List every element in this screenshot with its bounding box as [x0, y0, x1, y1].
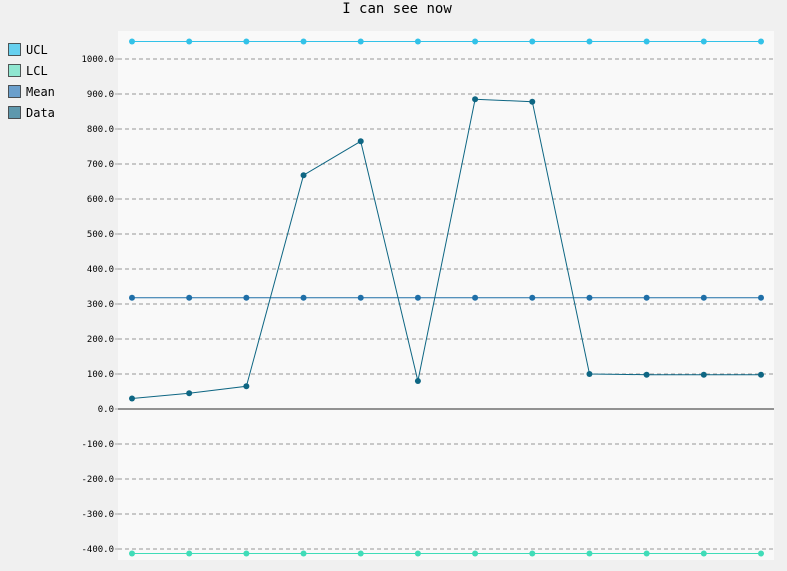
y-tick-label: 800.0: [87, 125, 114, 135]
y-tick-label: 100.0: [87, 370, 114, 380]
legend-label-ucl: UCL: [26, 43, 48, 57]
legend-swatch-mean: [8, 85, 21, 98]
data-point-lcl: [472, 550, 479, 557]
data-point-lcl: [758, 550, 764, 557]
data-point-data: [758, 371, 764, 378]
data-point-data: [300, 172, 307, 179]
legend: UCL LCL Mean Data: [8, 43, 55, 120]
y-tick-label: 600.0: [87, 195, 114, 205]
data-point-ucl: [472, 38, 479, 45]
data-point-ucl: [357, 38, 364, 45]
data-point-data: [243, 383, 250, 390]
legend-swatch-ucl: [8, 43, 21, 56]
data-point-data: [529, 98, 536, 105]
legend-label-lcl: LCL: [26, 64, 48, 78]
data-point-mean: [643, 294, 650, 301]
y-axis-ticks: -400.0 -300.0 -200.0 -100.0 0.0 100.0 200.0 300…: [81, 55, 118, 555]
data-point-data: [472, 96, 479, 103]
y-tick-label: -100.0: [81, 440, 114, 450]
data-point-data: [357, 138, 364, 145]
y-tick-label: -400.0: [81, 545, 114, 555]
data-point-mean: [357, 294, 364, 301]
plot-background: [118, 31, 774, 560]
data-point-data: [414, 378, 421, 384]
data-point-lcl: [414, 550, 421, 557]
y-tick-label: 500.0: [87, 230, 114, 240]
data-point-lcl: [129, 550, 135, 557]
data-point-ucl: [586, 38, 593, 45]
y-tick-label: 1000.0: [81, 55, 114, 65]
data-point-ucl: [643, 38, 650, 45]
data-point-data: [700, 371, 707, 378]
data-point-ucl: [700, 38, 707, 45]
y-tick-label: 300.0: [87, 300, 114, 310]
data-point-mean: [529, 294, 536, 301]
data-point-ucl: [414, 38, 421, 45]
y-tick-label: 400.0: [87, 265, 114, 275]
data-point-data: [186, 390, 193, 397]
data-point-mean: [586, 294, 593, 301]
legend-swatch-lcl: [8, 64, 21, 77]
data-point-ucl: [529, 38, 536, 45]
data-point-lcl: [529, 550, 536, 557]
chart-title: I can see now: [342, 1, 452, 17]
data-point-lcl: [243, 550, 250, 557]
data-point-ucl: [129, 38, 135, 45]
data-point-lcl: [700, 550, 707, 557]
data-point-lcl: [186, 550, 193, 557]
y-tick-label: 200.0: [87, 335, 114, 345]
data-point-mean: [186, 294, 193, 301]
y-tick-label: 700.0: [87, 160, 114, 170]
grid-lines: [118, 58, 774, 550]
data-point-lcl: [586, 550, 593, 557]
y-tick-label: 900.0: [87, 90, 114, 100]
data-point-lcl: [300, 550, 307, 557]
series-lines: [129, 38, 764, 557]
data-point-data: [643, 371, 650, 378]
series-line-data: [131, 98, 761, 399]
legend-label-mean: Mean: [26, 85, 55, 99]
legend-label-data: Data: [26, 106, 55, 120]
data-point-mean: [472, 294, 479, 301]
data-point-ucl: [186, 38, 193, 45]
y-tick-label: -300.0: [81, 510, 114, 520]
data-point-mean: [700, 294, 707, 301]
data-point-data: [129, 395, 135, 402]
data-point-data: [586, 371, 593, 377]
data-point-mean: [129, 294, 135, 301]
data-point-ucl: [300, 38, 307, 45]
y-tick-label: 0.0: [98, 405, 114, 415]
data-point-lcl: [643, 550, 650, 557]
y-tick-label: -200.0: [81, 475, 114, 485]
data-point-mean: [414, 294, 421, 301]
data-point-mean: [300, 294, 307, 301]
data-point-mean: [243, 294, 250, 301]
data-point-ucl: [243, 38, 250, 45]
legend-swatch-data: [8, 106, 21, 119]
data-point-lcl: [357, 550, 364, 557]
data-point-mean: [758, 294, 764, 301]
data-point-ucl: [758, 38, 764, 45]
